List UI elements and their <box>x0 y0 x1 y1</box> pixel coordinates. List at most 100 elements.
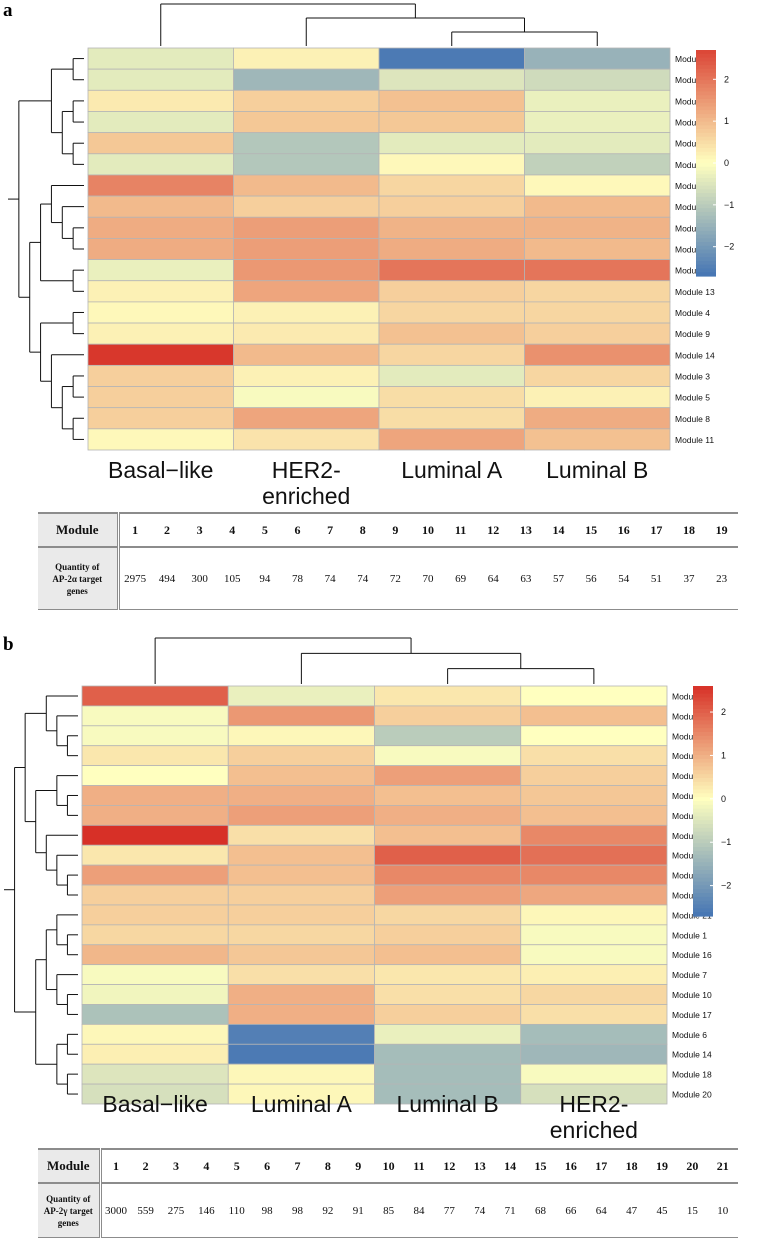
heatmap-cell <box>520 844 668 866</box>
column-label: enriched <box>262 483 350 509</box>
heatmap-cell <box>87 174 234 197</box>
heatmap-cell <box>378 407 525 430</box>
legend-swatch <box>693 724 713 729</box>
table-quantity-value: 51 <box>640 547 673 611</box>
heatmap-cell <box>87 238 234 260</box>
legend-swatch <box>696 260 716 266</box>
legend-swatch <box>696 181 716 187</box>
legend-swatch <box>693 839 713 844</box>
table-quantity-value: 77 <box>434 1183 465 1239</box>
legend-swatch <box>696 61 716 66</box>
heatmap-cell <box>520 705 668 727</box>
heatmap-cell <box>233 174 380 197</box>
legend-swatch <box>693 835 713 840</box>
row-label: Module 17 <box>675 202 715 212</box>
table-quantity-value: 23 <box>705 547 738 611</box>
legend-swatch <box>696 147 716 153</box>
legend-swatch <box>693 808 713 814</box>
table-module-number: 21 <box>707 1147 738 1185</box>
table-quantity-value: 47 <box>616 1183 647 1239</box>
table-quantity-value: 105 <box>215 547 249 611</box>
heatmap-cell <box>87 364 234 387</box>
legend-swatch <box>693 739 713 745</box>
heatmap-cell <box>87 153 234 176</box>
legend-swatch <box>693 689 713 695</box>
legend-swatch <box>693 831 713 837</box>
legend-swatch <box>696 249 716 254</box>
heatmap-cell <box>87 259 234 282</box>
heatmap-cell <box>81 944 229 966</box>
row-label: Module 19 <box>675 118 715 128</box>
legend-tick-label: 1 <box>724 116 729 126</box>
legend-swatch <box>693 862 713 867</box>
table-quantity-value: 92 <box>312 1183 343 1239</box>
legend-swatch <box>693 732 713 737</box>
heatmap-cell <box>81 824 229 846</box>
table-row-label: Quantity of AP-2α target genes <box>38 547 120 611</box>
legend-swatch <box>693 778 713 783</box>
heatmap-cell <box>524 407 671 430</box>
legend-swatch <box>693 789 713 794</box>
heatmap-cell <box>81 1063 229 1085</box>
legend-swatch <box>696 132 716 138</box>
heatmap-cell <box>524 216 671 239</box>
legend-swatch <box>696 98 716 104</box>
table-module-number: 10 <box>411 511 445 549</box>
heatmap-cell <box>81 864 229 886</box>
row-label: Module 14 <box>675 350 715 360</box>
heatmap-cell <box>524 47 671 70</box>
table-quantity-value: 63 <box>509 547 543 611</box>
heatmap-cell <box>520 884 668 906</box>
heatmap-cell <box>520 1004 668 1025</box>
legend-swatch <box>693 785 713 791</box>
heatmap-cell <box>378 195 525 218</box>
legend-swatch <box>696 215 716 221</box>
row-label: Module 3 <box>672 871 707 881</box>
heatmap-cell <box>374 1023 522 1045</box>
row-label: Module 18 <box>675 160 715 170</box>
heatmap-cell <box>227 844 375 866</box>
legend-swatch <box>696 166 716 172</box>
legend-swatch <box>696 257 716 262</box>
table-module-number: 3 <box>160 1147 192 1185</box>
heatmap-cell <box>227 765 375 786</box>
legend-swatch <box>693 858 713 863</box>
table-quantity-value: 74 <box>464 1183 495 1239</box>
heatmap-cell <box>81 725 229 747</box>
legend-swatch <box>693 900 713 906</box>
table-module-number: 17 <box>640 511 673 549</box>
row-label: Module 2 <box>672 791 707 801</box>
heatmap-cell <box>520 805 668 826</box>
heatmap-cell <box>87 68 234 91</box>
heatmap-cell <box>87 195 234 218</box>
heatmap-cell <box>227 944 375 966</box>
legend-swatch <box>693 697 713 702</box>
legend-tick-label: 1 <box>721 750 726 760</box>
legend-swatch <box>696 110 716 115</box>
legend-swatch <box>693 866 713 871</box>
legend-swatch <box>696 83 716 89</box>
table-module-number: 8 <box>346 511 379 549</box>
table-module-number: 16 <box>607 511 640 549</box>
legend-swatch <box>696 230 716 236</box>
heatmap-cell <box>87 386 234 409</box>
legend-swatch <box>693 896 713 902</box>
legend-swatch <box>696 211 716 217</box>
heatmap-cell <box>233 280 380 303</box>
legend-tick-label: 2 <box>724 74 729 84</box>
heatmap-cell <box>227 1063 375 1085</box>
heatmap-cell <box>520 785 668 806</box>
table-quantity-value: 84 <box>403 1183 435 1239</box>
legend-swatch <box>696 159 716 164</box>
legend-swatch <box>696 114 716 119</box>
table-module-number: 13 <box>464 1147 495 1185</box>
legend-swatch <box>696 87 716 93</box>
table-module-number: 16 <box>555 1147 586 1185</box>
row-label: Module 9 <box>672 891 707 901</box>
table-quantity-value: 69 <box>444 547 477 611</box>
heatmap-cell <box>87 301 234 324</box>
heatmap-cell <box>227 1004 375 1025</box>
legend-swatch <box>696 125 716 130</box>
heatmap-cell <box>378 153 525 176</box>
legend-swatch <box>696 80 716 85</box>
